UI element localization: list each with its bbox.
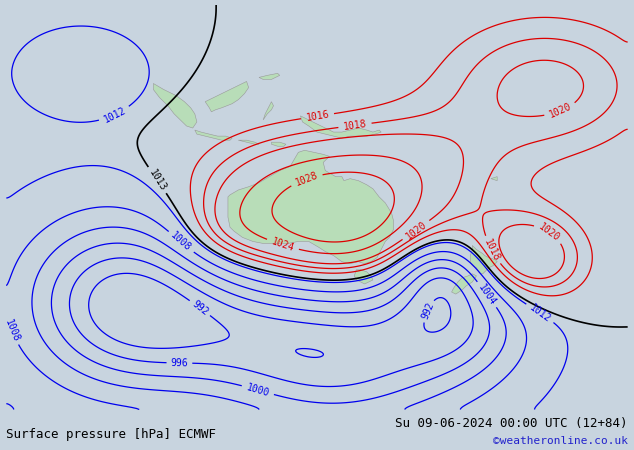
Polygon shape xyxy=(263,102,273,120)
Text: 1020: 1020 xyxy=(548,102,573,120)
Text: 1016: 1016 xyxy=(305,109,330,123)
Text: 992: 992 xyxy=(420,301,436,321)
Text: 1018: 1018 xyxy=(342,119,367,132)
Text: 992: 992 xyxy=(190,299,210,317)
Text: 1012: 1012 xyxy=(102,105,127,124)
Text: 1028: 1028 xyxy=(294,170,319,188)
Text: 996: 996 xyxy=(171,358,188,368)
Polygon shape xyxy=(354,270,373,284)
Text: 1018: 1018 xyxy=(482,238,501,263)
Text: 1000: 1000 xyxy=(245,382,271,398)
Text: 1013: 1013 xyxy=(147,167,168,193)
Text: 1012: 1012 xyxy=(527,302,553,324)
Text: 1004: 1004 xyxy=(476,282,498,307)
Polygon shape xyxy=(153,84,197,128)
Polygon shape xyxy=(470,246,497,274)
Polygon shape xyxy=(195,130,232,140)
Text: 1024: 1024 xyxy=(270,236,295,253)
Text: 1020: 1020 xyxy=(537,221,562,243)
Polygon shape xyxy=(228,150,394,264)
Polygon shape xyxy=(238,140,259,144)
Polygon shape xyxy=(491,176,497,181)
Text: Su 09-06-2024 00:00 UTC (12+84): Su 09-06-2024 00:00 UTC (12+84) xyxy=(395,417,628,430)
Text: Surface pressure [hPa] ECMWF: Surface pressure [hPa] ECMWF xyxy=(6,428,216,441)
Polygon shape xyxy=(301,116,381,138)
Polygon shape xyxy=(271,142,286,146)
Text: ©weatheronline.co.uk: ©weatheronline.co.uk xyxy=(493,436,628,446)
Text: 1020: 1020 xyxy=(404,219,429,241)
Text: 1008: 1008 xyxy=(169,230,193,253)
Polygon shape xyxy=(259,73,280,79)
Polygon shape xyxy=(451,274,477,294)
Polygon shape xyxy=(205,81,249,112)
Text: 1008: 1008 xyxy=(3,318,21,343)
